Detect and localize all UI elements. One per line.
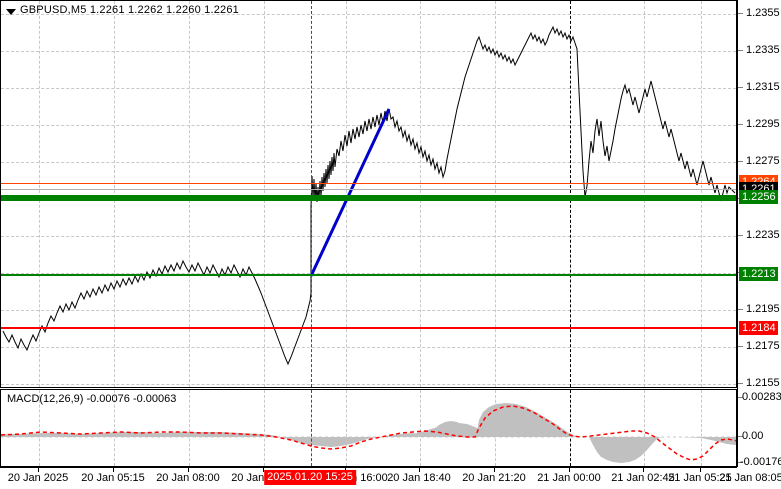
time-axis-label: 20 Jan 18:40 [387,472,451,484]
price-axis-label: 1.2175 [746,340,780,352]
price-axis-label: 1.2155 [746,377,780,389]
macd-axis-label: -0.00176 [740,456,781,468]
green-level-line-thick[interactable] [1,195,736,201]
price-axis-label: 1.2275 [746,155,780,167]
price-axis-label: 1.2235 [746,229,780,241]
macd-header-label: MACD(12,26,9) -0.00076 -0.00063 [7,393,177,405]
chevron-down-icon[interactable] [6,9,16,15]
cursor-vertical-line [311,1,312,387]
time-axis-label: 20 Jan 05:15 [81,472,145,484]
target-level-badge: 1.2213 [739,267,778,281]
time-axis-label: 20 Jan 2025 [7,472,69,484]
price-plot-area[interactable] [1,1,736,387]
axis-border [737,0,738,467]
time-axis[interactable]: 20 Jan 2025 20 Jan 05:15 20 Jan 08:00 20… [0,468,781,489]
price-axis-label: 1.2335 [746,44,780,56]
day-separator-line [570,1,571,387]
time-axis-label: 21 Jan 05:25 [668,472,732,484]
macd-axis-label: 0.00283 [742,391,781,403]
stop-level-badge: 1.2256 [739,190,778,204]
blue-trend-line[interactable] [1,1,736,387]
price-axis-label: 1.2295 [746,118,780,130]
cursor-time-badge: 2025.01.20 15:25 [264,470,356,485]
cursor-vertical-line [311,390,312,466]
price-axis-label: 1.2315 [746,81,780,93]
macd-indicator-panel[interactable]: MACD(12,26,9) -0.00076 -0.00063 [0,389,737,467]
time-axis-label: 20 Jan 08:00 [156,472,220,484]
price-chart-panel[interactable]: GBPUSD,M5 1.2261 1.2262 1.2260 1.2261 [0,0,737,388]
time-axis-label: 21 Jan 02:45 [611,472,675,484]
price-axis[interactable]: 1.2355 1.2335 1.2315 1.2295 1.2275 1.223… [738,0,781,389]
macd-histogram-series [1,403,736,463]
symbol-header-label: GBPUSD,M5 1.2261 1.2262 1.2260 1.2261 [20,4,239,16]
time-axis-label: 21 Jan 00:00 [537,472,601,484]
macd-axis[interactable]: 0.00283 0.00 -0.00176 [738,389,781,468]
price-axis-label: 1.2195 [746,303,780,315]
time-axis-label: 20 Jan 21:20 [462,472,526,484]
support-level-badge: 1.2184 [739,321,778,335]
price-axis-label: 1.2355 [746,7,780,19]
green-level-line[interactable] [1,274,736,276]
day-separator-line [570,390,571,466]
orange-level-line[interactable] [1,183,736,184]
macd-axis-label: 0.00 [742,430,764,442]
time-axis-separator [0,467,737,468]
price-line-series [2,25,736,366]
gray-level-line[interactable] [1,189,736,190]
red-level-line[interactable] [1,327,736,329]
time-axis-label: 21 Jan 08:05 [719,472,781,484]
